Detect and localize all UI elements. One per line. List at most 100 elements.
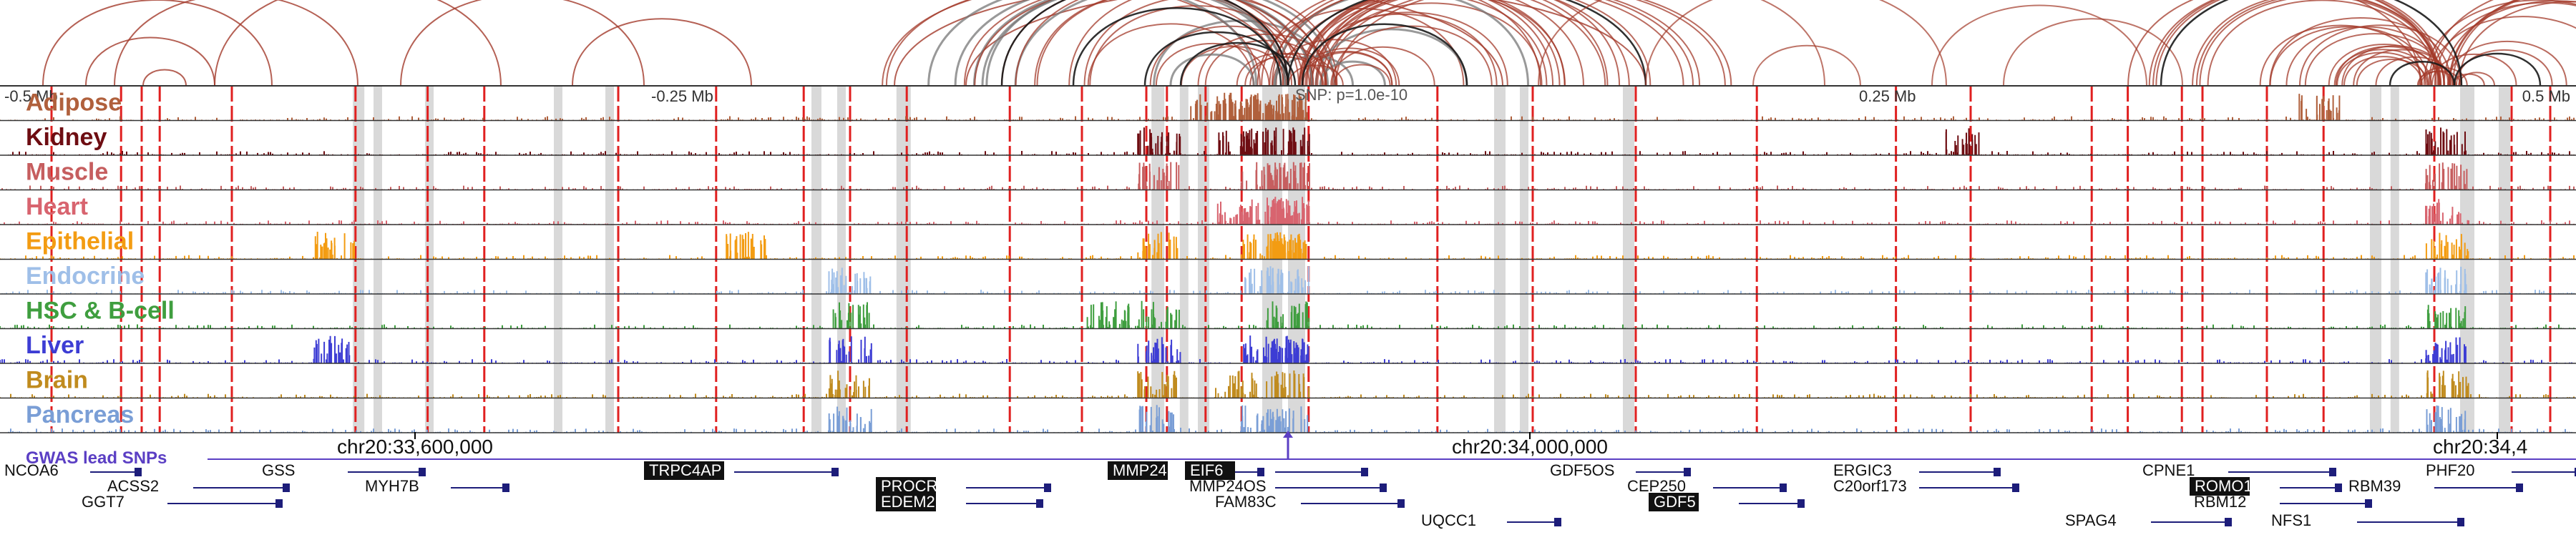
gene-exon: [1780, 483, 1787, 492]
track-signal: [0, 335, 2575, 363]
gene-label-box: [1108, 461, 1168, 480]
track-label: HSC & B-cell: [26, 298, 175, 325]
loop-arc: [1274, 0, 1530, 87]
loop-arc: [2453, 52, 2542, 87]
gene-exon: [1994, 468, 2001, 476]
gene-exon: [502, 483, 509, 492]
gene-exon: [831, 468, 839, 476]
loop-arc: [1645, 0, 1947, 87]
snp-label: SNP: p=1.0e-10: [1295, 86, 1407, 104]
gene-exon: [2329, 468, 2336, 476]
gene-label-box: [644, 461, 724, 480]
gene-label: C20orf173: [1833, 477, 1907, 495]
loop-arc: [214, 0, 502, 87]
gene-exon: [2012, 483, 2019, 492]
gene-exon: [2457, 518, 2464, 526]
gene-exon: [1554, 518, 1561, 526]
loop-arc: [1324, 0, 1621, 87]
gene-label: MMP24: [1113, 461, 1167, 479]
loop-arc: [882, 0, 1284, 87]
loop-arc: [1314, 28, 1468, 87]
loop-arc: [1335, 0, 1732, 87]
track-label: Brain: [26, 367, 88, 394]
loop-arc: [2127, 0, 2421, 87]
track-label: Pancreas: [26, 401, 134, 428]
loop-arc: [2449, 0, 2517, 87]
track-signal: [0, 232, 2575, 260]
track-label: Endocrine: [26, 262, 145, 290]
gene-label: UQCC1: [1421, 511, 1476, 529]
chromatin-loop-arcs: [42, 0, 2576, 87]
signal-tracks: [0, 92, 2576, 433]
loop-arc: [1314, 0, 1609, 87]
loop-arc: [2434, 1, 2576, 87]
loop-arc: [2333, 49, 2432, 87]
gene-label: CPNE1: [2142, 461, 2195, 479]
gene-exon: [1361, 468, 1368, 476]
loop-arc: [985, 0, 1287, 87]
loop-arc: [2452, 0, 2521, 87]
loop-arc: [2299, 24, 2462, 87]
loop-arc: [2423, 0, 2576, 87]
gene-label: GDF5OS: [1550, 461, 1614, 479]
loop-arc: [1236, 52, 1324, 87]
loop-arc: [1014, 0, 1336, 87]
loop-arc: [1299, 0, 1694, 87]
loop-arc: [1301, 0, 1548, 87]
gene-exon: [1044, 483, 1051, 492]
gene-label: SPAG4: [2065, 511, 2117, 529]
gene-exon: [1036, 499, 1043, 508]
gene-exon: [2575, 468, 2576, 476]
gene-label: GDF5: [1654, 493, 1696, 511]
track-signal: [0, 197, 2575, 225]
loop-arc: [1538, 0, 1825, 87]
track-signal: [0, 92, 2575, 121]
loop-arc: [1068, 0, 1338, 87]
gene-exon: [1797, 499, 1805, 508]
loop-arc: [2269, 17, 2452, 87]
loop-arc: [572, 18, 752, 87]
coord-1: chr20:33,600,000: [337, 436, 493, 458]
gene-label: RBM12: [2194, 493, 2246, 511]
gene-exon: [1257, 468, 1264, 476]
loop-arc: [963, 0, 1314, 87]
loop-arc: [1301, 0, 1561, 87]
gene-label: NFS1: [2271, 511, 2311, 529]
loop-arc: [2343, 56, 2424, 87]
gene-label: TRPC4AP: [649, 461, 721, 479]
track-signal: [0, 127, 2575, 155]
loop-arc: [1000, 0, 1289, 87]
gene-annotations: NCOA6 GSS TRPC4AP MMP24 EIF6 GDF5OS ERGIC3 CPNE…: [4, 461, 2576, 529]
gene-exon: [419, 468, 426, 476]
loop-arc: [1752, 44, 1861, 87]
loop-arc: [2003, 18, 2183, 87]
loop-arc: [1036, 0, 1293, 87]
loop-arc: [965, 0, 1646, 87]
loop-arc: [1931, 4, 2147, 87]
loop-arc: [1319, 60, 1386, 87]
loop-arc: [2192, 0, 2441, 87]
coord-3: chr20:34,4: [2433, 436, 2527, 458]
scale-label-mid-left: -0.25 Mb: [651, 87, 713, 105]
loop-arc: [114, 0, 358, 87]
loop-arc: [1287, 0, 1647, 87]
loop-arc: [1261, 0, 1554, 87]
loop-arc: [2336, 51, 2427, 87]
gene-exon: [283, 483, 290, 492]
scale-label-left: -0.5 Mb: [4, 87, 58, 105]
loop-arc: [2199, 0, 2440, 87]
loop-arc: [1143, 31, 1289, 87]
track-label: Epithelial: [26, 228, 134, 255]
loop-arc: [927, 0, 1258, 87]
loop-arc: [954, 0, 1287, 87]
track-label: Heart: [26, 193, 88, 220]
gene-label: PROCR: [881, 477, 937, 495]
gene-label: RBM39: [2348, 477, 2401, 495]
loop-arc: [1324, 0, 1726, 87]
loop-arc: [1331, 25, 1493, 87]
gene-label: NCOA6: [4, 461, 59, 479]
gene-label: CEP250: [1627, 477, 1686, 495]
gene-label: MMP24OS: [1189, 477, 1267, 495]
loop-arc: [2160, 0, 2463, 87]
track-signal: [0, 162, 2575, 190]
